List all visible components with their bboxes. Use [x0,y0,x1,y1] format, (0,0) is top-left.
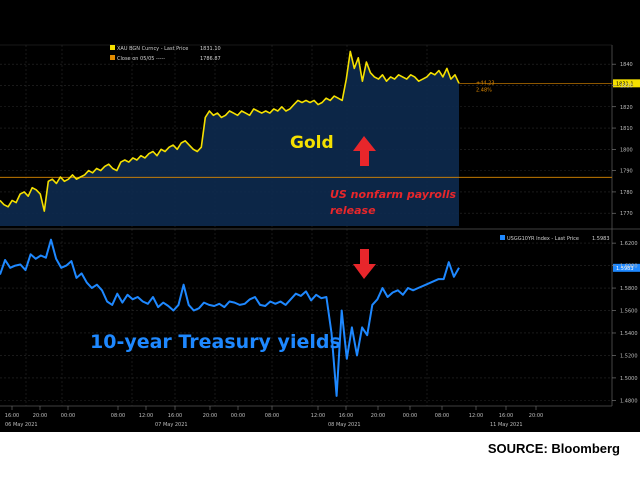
gold-legend-swatch [110,45,115,50]
gold-area [0,51,459,227]
gold-y-axis: 1840 1830 1820 1810 1800 1790 1780 1770 [612,62,633,217]
y-tick-label: 1770 [620,211,633,217]
gold-plot: 1831.1 +44.232.48% [0,50,640,227]
x-tick-label: 08:00 [435,413,449,419]
yield-legend-swatch [500,235,505,240]
x-tick-label: 16:00 [339,413,353,419]
yield-series-line [0,238,460,397]
gold-last-price-label: 1831.1 [616,81,634,87]
x-date-label: 08 May 2021 [328,422,361,428]
yield-last-price-label: 1.5983 [616,266,634,272]
gold-legend-label: XAU BGN Curncy - Last Price [117,46,188,52]
chart-canvas: XAU BGN Curncy - Last Price 1831.10 Clos… [0,0,640,432]
y-tick-label: 1840 [620,62,633,68]
x-tick-label: 12:00 [469,413,483,419]
y-tick-label: 1.5400 [620,331,638,337]
yield-plot: 1.5983 [0,238,640,397]
y-tick-label: 1790 [620,169,633,175]
gold-legend: XAU BGN Curncy - Last Price 1831.10 Clos… [110,45,221,62]
y-tick-label: 1830 [620,83,633,89]
x-tick-label: 20:00 [33,413,47,419]
y-tick-label: 1780 [620,190,633,196]
x-date-label: 06 May 2021 [5,422,38,428]
close-legend-label: Close on 05/05 ----- [117,56,165,62]
close-legend-swatch [110,55,115,60]
yield-legend-value: 1.5983 [592,236,610,242]
yield-annotation: 10-year Treasury yields [90,331,341,353]
x-tick-label: 20:00 [529,413,543,419]
gold-last-price-box [613,79,640,88]
x-date-label: 11 May 2021 [490,422,523,428]
close-legend-value: 1786.87 [200,56,221,62]
y-tick-label: 1820 [620,105,633,111]
y-tick-label: 1810 [620,126,633,132]
source-credit: SOURCE: Bloomberg [487,441,620,456]
x-tick-label: 16:00 [5,413,19,419]
down-arrow-icon [353,249,376,279]
x-tick-label: 20:00 [203,413,217,419]
gold-legend-value: 1831.10 [200,46,221,52]
y-tick-label: 1.5800 [620,286,638,292]
x-tick-label: 12:00 [139,413,153,419]
x-tick-label: 00:00 [61,413,75,419]
x-tick-label: 16:00 [499,413,513,419]
y-tick-label: 1800 [620,147,633,153]
gold-series-line [0,50,460,212]
up-arrow-icon [353,136,376,166]
y-tick-label: 1.4800 [620,398,638,404]
nonfarm-annotation: US nonfarm payrolls release [330,188,456,217]
y-tick-label: 1.5000 [620,376,638,382]
x-tick-label: 12:00 [311,413,325,419]
gold-change-label: +44.23 [476,80,495,86]
yield-y-axis: 1.6200 1.6000 1.5800 1.5600 1.5400 1.5200 1.50… [612,241,638,404]
x-date-label: 07 May 2021 [155,422,188,428]
yield-legend-label: USGG10YR Index - Last Price [507,236,579,242]
x-tick-label: 08:00 [265,413,279,419]
x-tick-label: 20:00 [371,413,385,419]
yield-legend: USGG10YR Index - Last Price 1.5983 [500,235,610,242]
y-tick-label: 1.5600 [620,309,638,315]
x-tick-label: 16:00 [168,413,182,419]
y-tick-label: 1.6200 [620,241,638,247]
y-tick-label: 1.5200 [620,353,638,359]
x-tick-label: 08:00 [111,413,125,419]
gold-annotation: Gold [290,133,334,153]
y-tick-label: 1.6000 [620,264,638,270]
x-tick-label: 00:00 [403,413,417,419]
x-axis: 16:00 20:00 00:00 08:00 12:00 16:00 20:00 00:00… [5,406,543,428]
nonfarm-annotation-line-1: US nonfarm payrolls [330,188,456,201]
gold-change-pct-label: 2.48% [476,87,492,93]
nonfarm-annotation-line-2: release [330,204,376,217]
x-tick-label: 00:00 [231,413,245,419]
yield-last-price-box [613,263,640,272]
